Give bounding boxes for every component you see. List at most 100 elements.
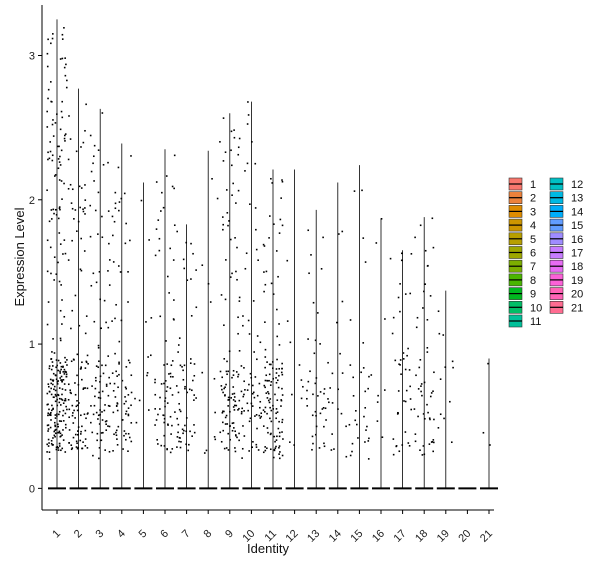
expression-point <box>46 451 48 453</box>
expression-point <box>71 404 74 407</box>
expression-point <box>185 430 188 433</box>
expression-point <box>165 340 167 342</box>
expression-point <box>352 376 355 379</box>
expression-point <box>315 377 318 379</box>
expression-point <box>59 128 62 131</box>
expression-point <box>89 235 92 238</box>
expression-point <box>275 445 277 448</box>
expression-point <box>420 390 422 393</box>
legend-label-13: 13 <box>571 193 583 205</box>
expression-point <box>407 347 409 350</box>
expression-point <box>270 420 273 423</box>
expression-point <box>55 359 58 361</box>
expression-point <box>54 414 57 416</box>
expression-point <box>231 272 233 275</box>
expression-point <box>116 444 119 446</box>
expression-point <box>58 442 61 445</box>
expression-point <box>108 425 111 428</box>
expression-point <box>278 453 280 455</box>
expression-point <box>201 264 204 267</box>
expression-point <box>317 312 319 314</box>
expression-point <box>97 414 100 417</box>
expression-point <box>118 363 120 365</box>
expression-point <box>82 441 84 443</box>
expression-point <box>52 396 55 399</box>
expression-point <box>362 237 365 239</box>
expression-point <box>228 398 230 401</box>
expression-point <box>95 281 98 284</box>
expression-point <box>46 323 49 326</box>
y-tick-label: 3 <box>29 51 35 63</box>
expression-point <box>252 440 254 443</box>
expression-point <box>79 206 81 209</box>
expression-point <box>184 387 186 390</box>
expression-point <box>269 398 272 400</box>
expression-point <box>240 390 243 393</box>
expression-point <box>433 418 435 421</box>
expression-point <box>63 368 66 371</box>
expression-point <box>97 344 100 347</box>
x-tick-label: 17 <box>392 528 409 545</box>
expression-point <box>209 301 212 303</box>
expression-point <box>273 435 276 438</box>
expression-point <box>189 362 192 364</box>
expression-point <box>177 344 180 346</box>
expression-point <box>231 429 234 432</box>
expression-point <box>168 373 170 375</box>
expression-point <box>340 412 343 415</box>
expression-point <box>263 245 266 247</box>
expression-point <box>415 374 417 377</box>
expression-point <box>250 402 253 405</box>
expression-point <box>368 375 370 378</box>
expression-point <box>64 370 67 373</box>
expression-point <box>231 376 233 379</box>
expression-point <box>391 332 394 335</box>
expression-point <box>55 213 58 216</box>
expression-point <box>268 363 271 366</box>
expression-point <box>257 449 260 451</box>
expression-point <box>222 117 225 119</box>
expression-point <box>68 115 70 117</box>
expression-point <box>97 418 99 420</box>
expression-point <box>427 411 429 414</box>
expression-point <box>309 370 311 373</box>
expression-point <box>226 212 229 214</box>
expression-point <box>404 400 407 403</box>
expression-point <box>173 187 175 190</box>
legend-label-1: 1 <box>530 179 536 191</box>
expression-point <box>169 415 172 418</box>
expression-point <box>228 220 230 222</box>
expression-point <box>47 428 50 430</box>
expression-point <box>229 425 231 427</box>
expression-point <box>256 335 259 337</box>
expression-point <box>269 448 272 451</box>
expression-point <box>237 332 239 335</box>
expression-point <box>65 63 67 66</box>
x-tick-label: 16 <box>370 528 387 545</box>
expression-point <box>66 364 68 366</box>
expression-point <box>89 134 92 137</box>
expression-point <box>52 338 54 340</box>
expression-point <box>99 298 101 301</box>
expression-point <box>123 192 126 195</box>
expression-point <box>238 296 241 299</box>
expression-point <box>171 448 174 450</box>
expression-point <box>50 419 52 421</box>
expression-point <box>62 402 65 404</box>
expression-point <box>233 396 236 398</box>
expression-point <box>58 207 61 210</box>
expression-point <box>353 190 356 192</box>
expression-point <box>154 424 156 426</box>
expression-point <box>62 379 65 381</box>
expression-point <box>426 403 428 406</box>
expression-point <box>146 372 149 374</box>
expression-point <box>193 399 195 401</box>
expression-point <box>274 447 277 450</box>
expression-point <box>56 113 58 115</box>
x-tick-label: 2 <box>72 528 85 541</box>
legend-label-17: 17 <box>571 248 583 260</box>
expression-point <box>281 431 283 433</box>
expression-point <box>401 444 404 446</box>
expression-point <box>124 396 126 398</box>
expression-point <box>439 378 442 380</box>
